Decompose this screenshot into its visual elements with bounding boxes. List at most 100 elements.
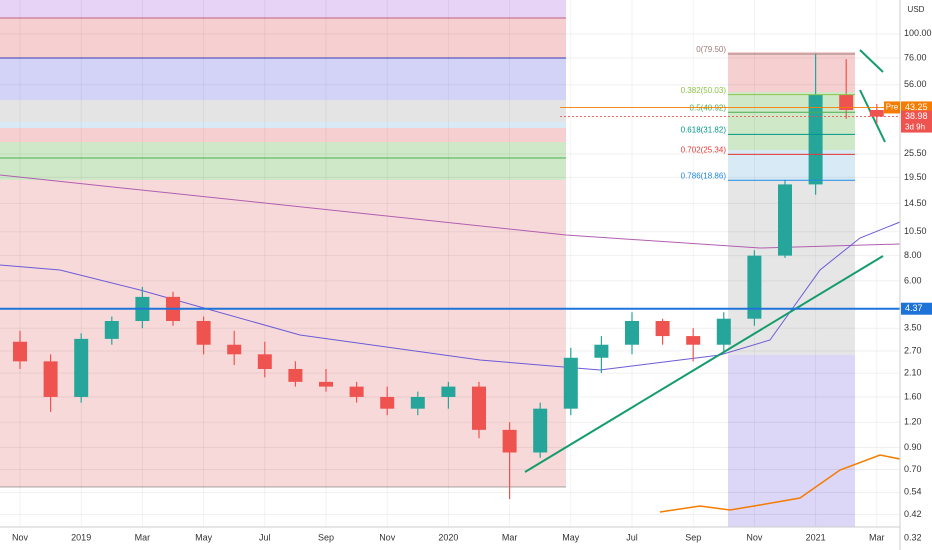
currency: USD: [908, 5, 925, 14]
candle-body: [869, 110, 884, 117]
y-tick-label: 6.00: [904, 275, 922, 285]
x-tick-label: Nov: [746, 532, 763, 542]
zone: [0, 18, 566, 58]
fib-label: 0.618(31.82): [681, 125, 727, 134]
y-tick-label: 2.70: [904, 345, 922, 355]
candle-body: [380, 396, 395, 409]
candle-body: [349, 386, 364, 397]
candle-body: [747, 255, 762, 319]
fib-zone: [728, 52, 855, 92]
axes: 100.00 76.00 56.00 25.50 19.50 14.50 10.50 8.00…: [12, 28, 932, 543]
fib-zone: [728, 150, 855, 180]
x-tick-label: May: [562, 532, 580, 542]
x-axis-bg: [0, 527, 900, 550]
candle-body: [319, 381, 333, 387]
y-tick-label: 56.00: [904, 79, 927, 89]
candle-body: [104, 320, 119, 339]
candle-body: [502, 429, 517, 453]
y-tick-label: 8.00: [904, 250, 922, 260]
x-tick-label: 2019: [71, 532, 91, 542]
x-tick-label: Nov: [379, 532, 396, 542]
x-tick-label: Sep: [318, 532, 334, 542]
x-tick-label: Mar: [502, 532, 518, 542]
candle-body: [778, 184, 792, 256]
x-tick-label: Mar: [135, 532, 151, 542]
zone: [0, 180, 566, 487]
level-badge: [901, 302, 932, 315]
candle-body: [472, 386, 486, 430]
fib-zone: [728, 92, 855, 150]
y-tick-label: 0.32: [904, 533, 922, 543]
zone: [0, 100, 566, 122]
price-badge: [901, 101, 932, 114]
overlays: [0, 49, 906, 513]
zone: [0, 128, 566, 142]
y-tick-label: 2.10: [904, 367, 922, 377]
candle-body: [808, 94, 823, 185]
x-tick-label: Jul: [626, 532, 638, 542]
x-tick-label: Jul: [259, 532, 271, 542]
candle-body: [288, 368, 303, 382]
zone: [0, 58, 566, 100]
y-tick-label: 0.42: [904, 509, 922, 519]
zone: [0, 142, 566, 180]
grid: [0, 0, 900, 539]
y-tick-label: 14.50: [904, 198, 927, 208]
volume-average: [659, 454, 906, 513]
price-label: 38.98: [905, 111, 928, 121]
y-tick-label: 76.00: [904, 52, 927, 62]
x-tick-label: 2020: [438, 532, 458, 542]
tag-label: Pre: [886, 103, 899, 112]
price-label: 43.25: [905, 102, 928, 112]
fib-label: 0.702(25.34): [681, 145, 727, 154]
candle-body: [625, 320, 639, 345]
candles: [13, 53, 884, 500]
y-tick-label: 0.70: [904, 464, 922, 474]
fib-label: 0.786(18.86): [681, 171, 727, 180]
candle-body: [655, 320, 670, 337]
tag-badge: [884, 101, 900, 114]
x-tick-label: 2021: [806, 532, 826, 542]
candle-body: [257, 354, 272, 369]
level-label: 4.37: [905, 303, 923, 313]
candle-body: [533, 408, 548, 453]
fib-label: 0.5(40.92): [690, 103, 727, 112]
trend-line: [859, 49, 886, 143]
moving-average: [0, 174, 901, 249]
tag-label: 3d 9h: [905, 123, 925, 132]
candle-body: [686, 336, 701, 345]
y-tick-label: 100.00: [904, 28, 932, 38]
price-badge: [901, 110, 932, 133]
zones: [0, 0, 855, 527]
candle-body: [716, 318, 731, 345]
x-tick-label: Nov: [12, 532, 29, 542]
y-tick-label: 0.90: [904, 442, 922, 452]
x-tick-label: Mar: [869, 532, 885, 542]
candle-body: [441, 386, 456, 397]
y-tick-label: 19.50: [904, 172, 927, 182]
y-axis-bg: [900, 0, 932, 550]
fib-label: 0(79.50): [696, 45, 726, 54]
fib-label: 0.382(50.03): [681, 86, 727, 95]
candle-body: [43, 361, 58, 397]
candle-body: [13, 341, 27, 362]
candle-body: [196, 320, 211, 345]
candle-body: [563, 357, 578, 409]
y-tick-label: 3.50: [904, 323, 922, 333]
y-tick-label: 25.50: [904, 148, 927, 158]
trend-line: [524, 255, 884, 473]
fibonacci: 0(79.50) 0.382(50.03) 0.5(40.92) 0.618(31.8…: [0, 45, 900, 310]
zone: [0, 122, 566, 128]
x-tick-label: May: [195, 532, 213, 542]
candle-body: [74, 338, 89, 397]
candle-body: [410, 396, 425, 409]
y-tick-label: 10.50: [904, 226, 927, 236]
y-tick-label: 1.60: [904, 391, 922, 401]
y-tick-label: 0.54: [904, 487, 922, 497]
y-tick-label: 1.20: [904, 417, 922, 427]
candle-body: [594, 344, 609, 358]
candle-body: [227, 344, 242, 355]
moving-average: [0, 221, 901, 371]
fib-zone: [728, 355, 855, 527]
